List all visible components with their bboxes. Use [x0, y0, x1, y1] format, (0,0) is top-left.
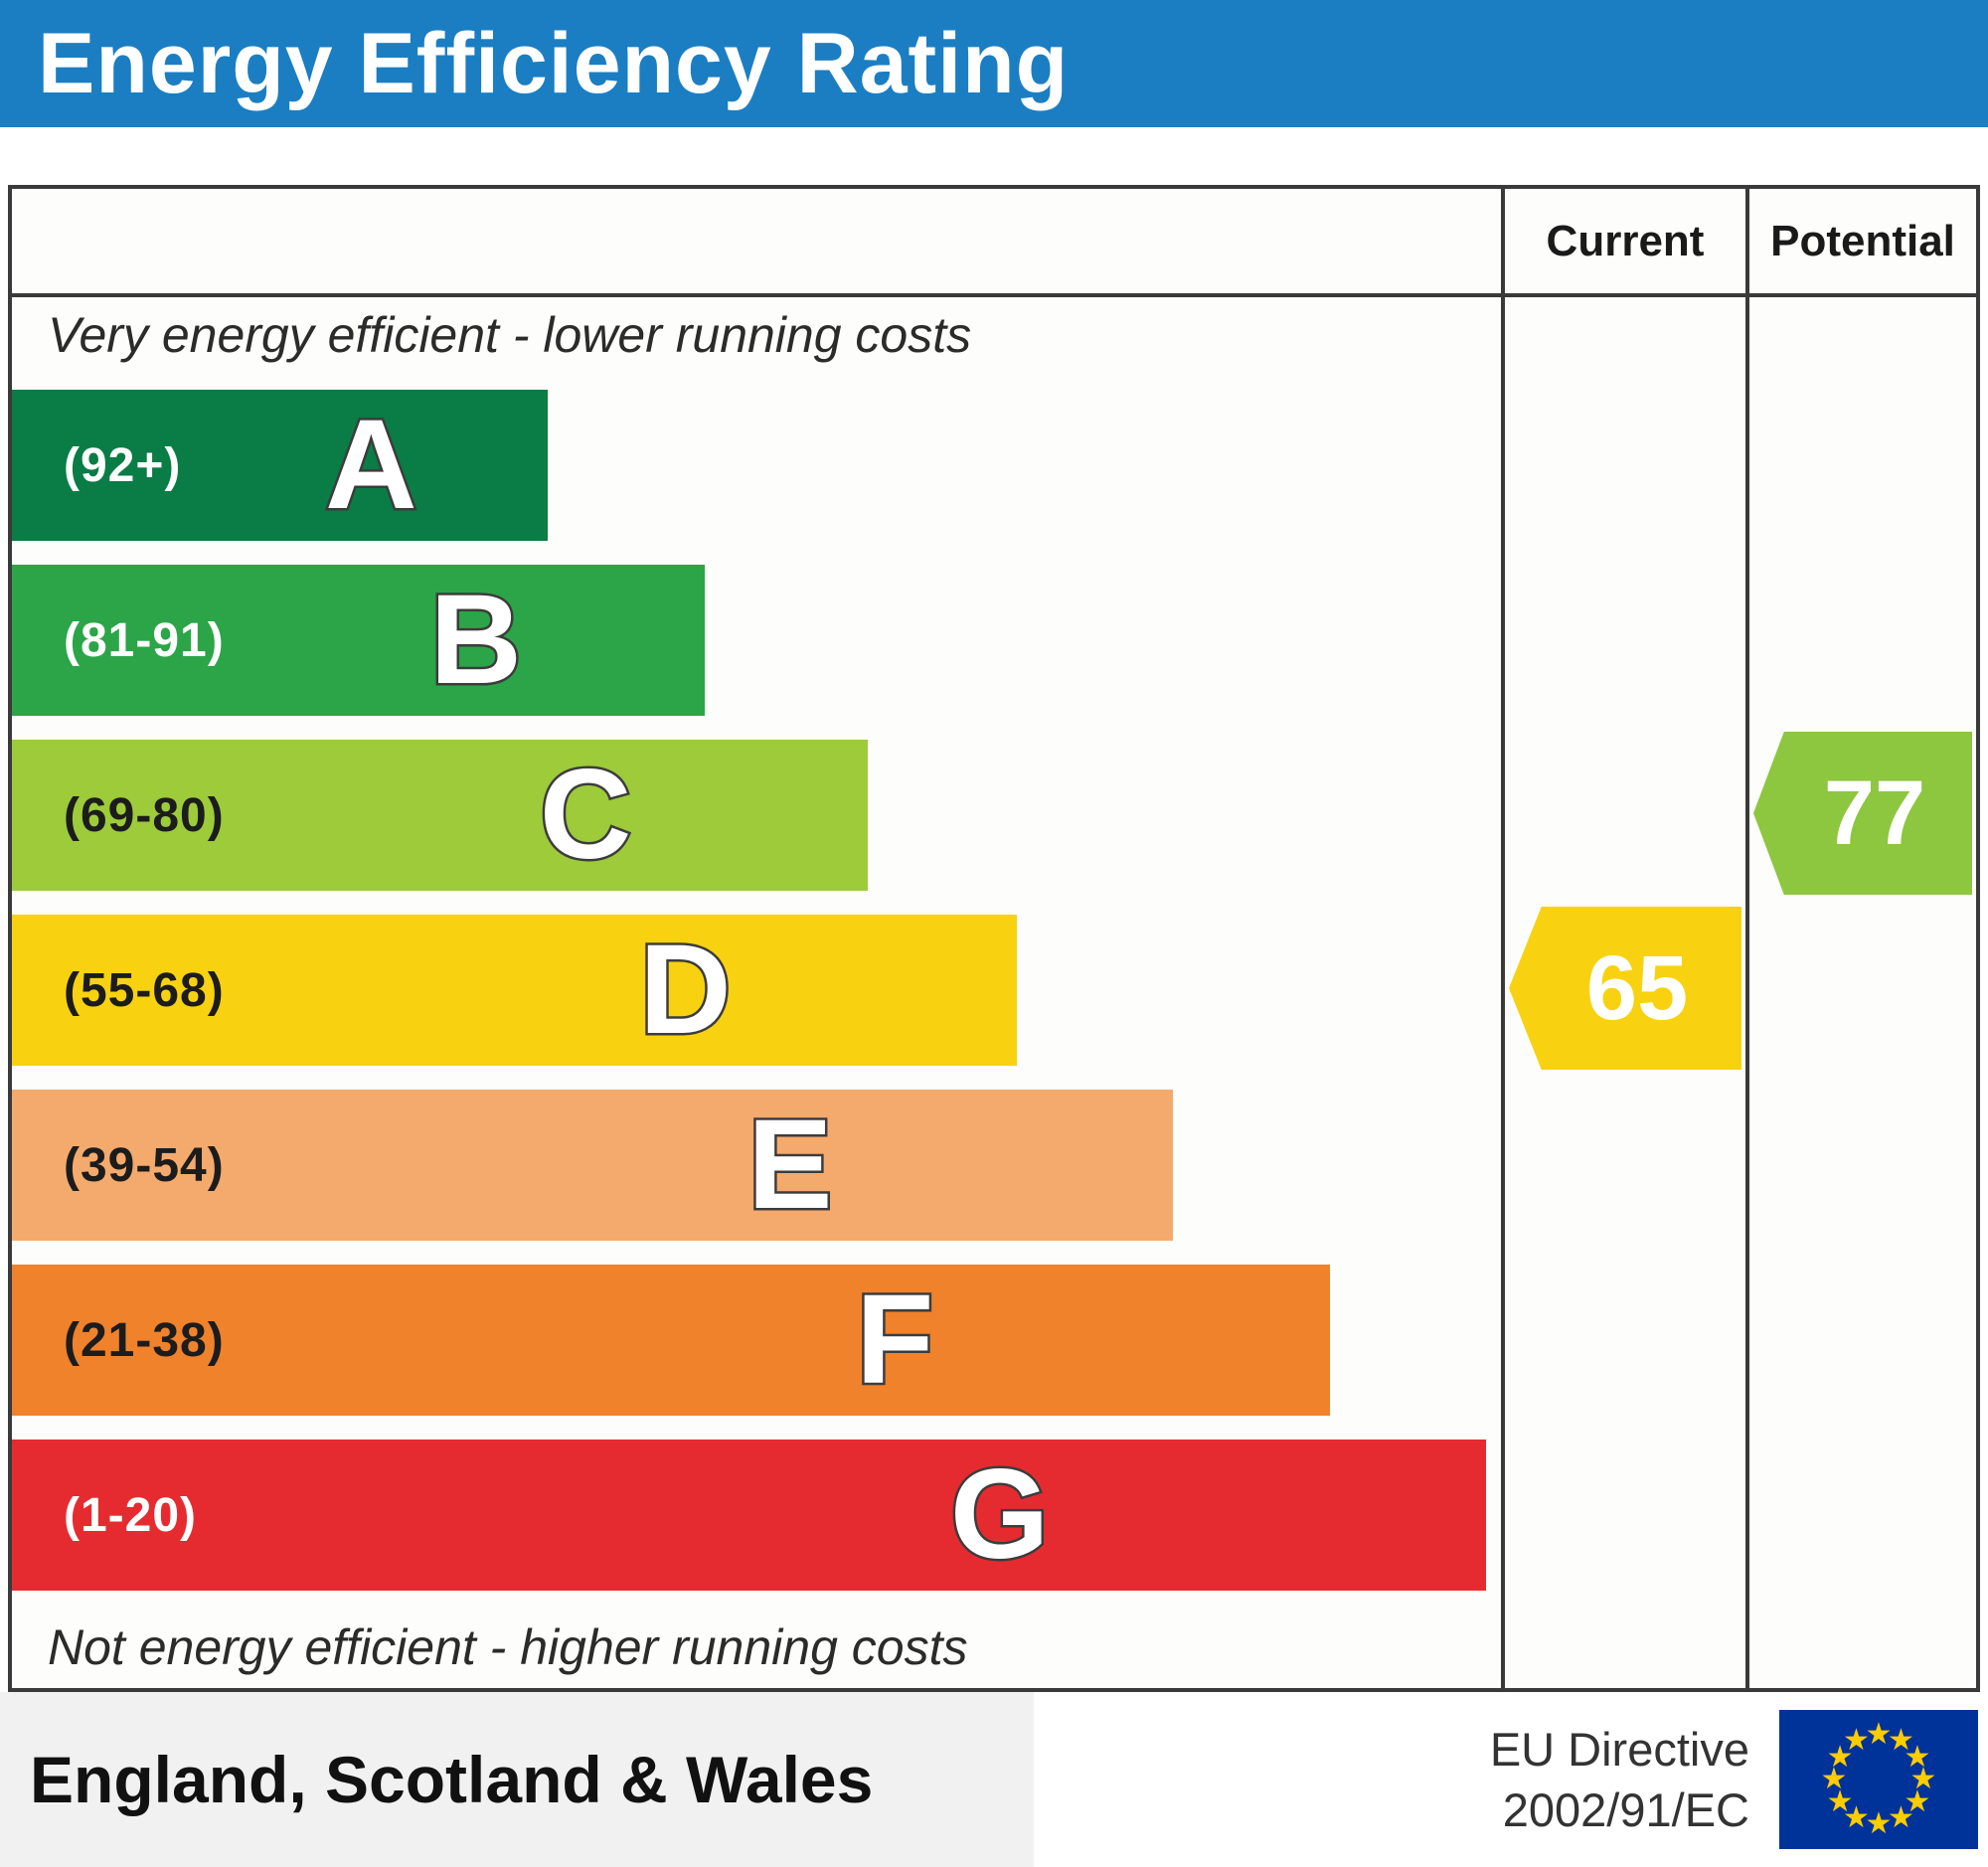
band-range-label: (21-38): [64, 1313, 225, 1367]
band-range-label: (92+): [64, 438, 182, 492]
band-row-c: (69-80) C: [12, 740, 869, 891]
band-letter: B: [427, 569, 524, 711]
eu-star-icon: ★: [1904, 1740, 1931, 1774]
potential-column-divider: [1745, 189, 1749, 1688]
current-rating-arrow: 65: [1509, 907, 1741, 1070]
eu-star-icon: ★: [1865, 1807, 1893, 1840]
eu-directive-label: EU Directive 2002/91/EC: [1490, 1692, 1749, 1867]
page-title: Energy Efficiency Rating: [38, 15, 1070, 111]
eu-star-icon: ★: [1826, 1740, 1854, 1774]
current-column-header: Current: [1546, 216, 1705, 265]
footer-left-background: [0, 1692, 1034, 1867]
band-row-f: (21-38) F: [12, 1265, 1330, 1416]
band-range-label: (1-20): [64, 1488, 198, 1542]
rating-chart: Current Potential Very energy efficient …: [8, 185, 1980, 1692]
bottom-caption: Not energy efficient - higher running co…: [48, 1619, 968, 1675]
eu-star-icon: ★: [1820, 1763, 1848, 1795]
eu-star-icon: ★: [1865, 1718, 1893, 1751]
region-label: England, Scotland & Wales: [30, 1743, 874, 1816]
page-title-band: Energy Efficiency Rating: [0, 0, 1988, 127]
eu-flag-icon: ★ ★ ★ ★ ★ ★ ★ ★ ★ ★ ★ ★: [1779, 1710, 1978, 1849]
eu-directive-line2: 2002/91/EC: [1502, 1783, 1749, 1836]
column-header-underline: [12, 293, 1976, 297]
band-letter: A: [323, 394, 419, 536]
band-row-g: (1-20) G: [12, 1440, 1487, 1591]
band-letter: D: [637, 919, 734, 1061]
band-range-label: (39-54): [64, 1138, 225, 1192]
eu-star-icon: ★: [1888, 1800, 1914, 1834]
band-letter: F: [854, 1269, 936, 1411]
band-letter: E: [746, 1094, 835, 1236]
rating-bands: (92+) A (81-91) B (69-80) C (55-68) D (3…: [12, 390, 1501, 1614]
band-row-e: (39-54) E: [12, 1090, 1174, 1241]
footer: England, Scotland & Wales EU Directive 2…: [0, 1692, 1988, 1867]
eu-star-icon: ★: [1826, 1784, 1854, 1818]
eu-star-icon: ★: [1888, 1724, 1914, 1758]
current-column-divider: [1501, 189, 1505, 1688]
eu-star-icon: ★: [1843, 1724, 1870, 1758]
potential-column-header: Potential: [1770, 216, 1955, 265]
eu-star-icon: ★: [1843, 1800, 1870, 1834]
band-range-label: (81-91): [64, 613, 225, 667]
potential-rating-arrow: 77: [1753, 732, 1972, 895]
potential-rating-value: 77: [1823, 763, 1926, 864]
band-range-label: (55-68): [64, 963, 225, 1017]
band-letter: G: [947, 1443, 1052, 1586]
band-row-a: (92+) A: [12, 390, 549, 541]
eu-star-icon: ★: [1904, 1784, 1931, 1818]
band-letter: C: [537, 744, 633, 886]
band-range-label: (69-80): [64, 788, 225, 842]
top-caption: Very energy efficient - lower running co…: [48, 307, 972, 363]
band-row-b: (81-91) B: [12, 565, 705, 716]
current-rating-value: 65: [1585, 937, 1689, 1039]
band-row-d: (55-68) D: [12, 915, 1018, 1066]
eu-star-icon: ★: [1909, 1763, 1937, 1795]
eu-directive-line1: EU Directive: [1489, 1722, 1749, 1776]
